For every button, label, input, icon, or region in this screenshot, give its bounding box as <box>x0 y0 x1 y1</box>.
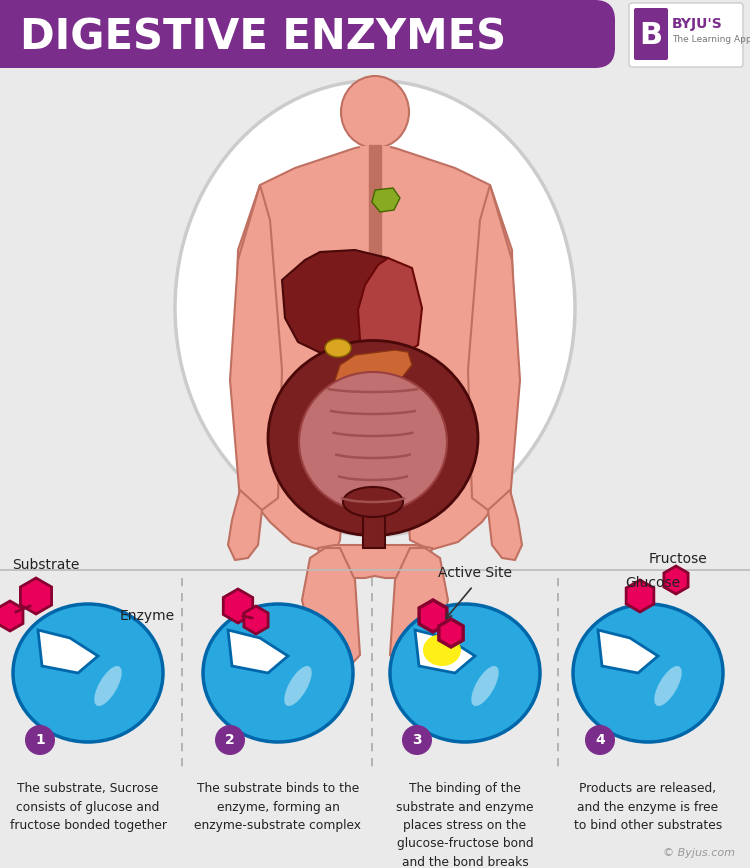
Text: Substrate: Substrate <box>12 558 80 572</box>
Text: 1: 1 <box>35 733 45 747</box>
Text: B: B <box>640 21 662 49</box>
Polygon shape <box>38 630 98 673</box>
Bar <box>363 508 385 548</box>
Text: Products are released,
and the enzyme is free
to bind other substrates: Products are released, and the enzyme is… <box>574 782 722 832</box>
Ellipse shape <box>268 340 478 536</box>
Circle shape <box>215 725 245 755</box>
Polygon shape <box>318 545 432 578</box>
Polygon shape <box>358 146 392 168</box>
Polygon shape <box>244 606 268 634</box>
Circle shape <box>25 725 55 755</box>
Ellipse shape <box>343 487 403 517</box>
Ellipse shape <box>13 604 163 742</box>
Polygon shape <box>488 490 522 560</box>
Text: The Learning App: The Learning App <box>672 36 750 44</box>
Polygon shape <box>228 490 262 560</box>
Polygon shape <box>439 619 463 647</box>
Ellipse shape <box>423 634 461 666</box>
Polygon shape <box>419 600 447 632</box>
Bar <box>0 0 30 68</box>
Polygon shape <box>664 566 688 594</box>
Text: Fructose: Fructose <box>649 552 707 566</box>
Ellipse shape <box>284 666 312 706</box>
FancyBboxPatch shape <box>634 8 668 60</box>
Ellipse shape <box>341 76 409 148</box>
Polygon shape <box>224 589 253 623</box>
Polygon shape <box>282 250 415 355</box>
Ellipse shape <box>94 666 122 706</box>
Ellipse shape <box>471 666 499 706</box>
Polygon shape <box>598 630 658 673</box>
Polygon shape <box>390 548 448 668</box>
Text: The substrate, Sucrose
consists of glucose and
fructose bonded together: The substrate, Sucrose consists of gluco… <box>10 782 166 832</box>
Polygon shape <box>358 258 422 362</box>
Ellipse shape <box>175 81 575 536</box>
Text: BYJU'S: BYJU'S <box>672 17 723 31</box>
Polygon shape <box>372 188 400 212</box>
Circle shape <box>402 725 432 755</box>
Polygon shape <box>626 580 654 612</box>
Polygon shape <box>302 548 360 668</box>
Text: Active Site: Active Site <box>438 566 512 580</box>
Text: DIGESTIVE ENZYMES: DIGESTIVE ENZYMES <box>20 17 506 59</box>
Polygon shape <box>468 185 520 510</box>
Text: Enzyme: Enzyme <box>120 609 175 623</box>
Bar <box>369 145 381 295</box>
Ellipse shape <box>654 666 682 706</box>
Circle shape <box>585 725 615 755</box>
Text: Glucose: Glucose <box>626 576 680 590</box>
Text: The binding of the
substrate and enzyme
places stress on the
glucose-fructose bo: The binding of the substrate and enzyme … <box>396 782 534 868</box>
Polygon shape <box>20 578 52 614</box>
Polygon shape <box>415 630 475 673</box>
FancyBboxPatch shape <box>629 3 743 67</box>
Polygon shape <box>228 630 288 673</box>
Polygon shape <box>0 601 23 631</box>
Ellipse shape <box>573 604 723 742</box>
Text: 3: 3 <box>413 733 422 747</box>
Ellipse shape <box>325 339 351 357</box>
Polygon shape <box>335 350 412 385</box>
Ellipse shape <box>203 604 353 742</box>
Ellipse shape <box>299 372 447 512</box>
FancyBboxPatch shape <box>0 0 615 68</box>
Text: 4: 4 <box>596 733 604 747</box>
Ellipse shape <box>390 604 540 742</box>
Polygon shape <box>235 145 515 550</box>
Text: 2: 2 <box>225 733 235 747</box>
Polygon shape <box>230 185 282 510</box>
Text: The substrate binds to the
enzyme, forming an
enzyme-substrate complex: The substrate binds to the enzyme, formi… <box>194 782 362 832</box>
Text: © Byjus.com: © Byjus.com <box>663 848 735 858</box>
